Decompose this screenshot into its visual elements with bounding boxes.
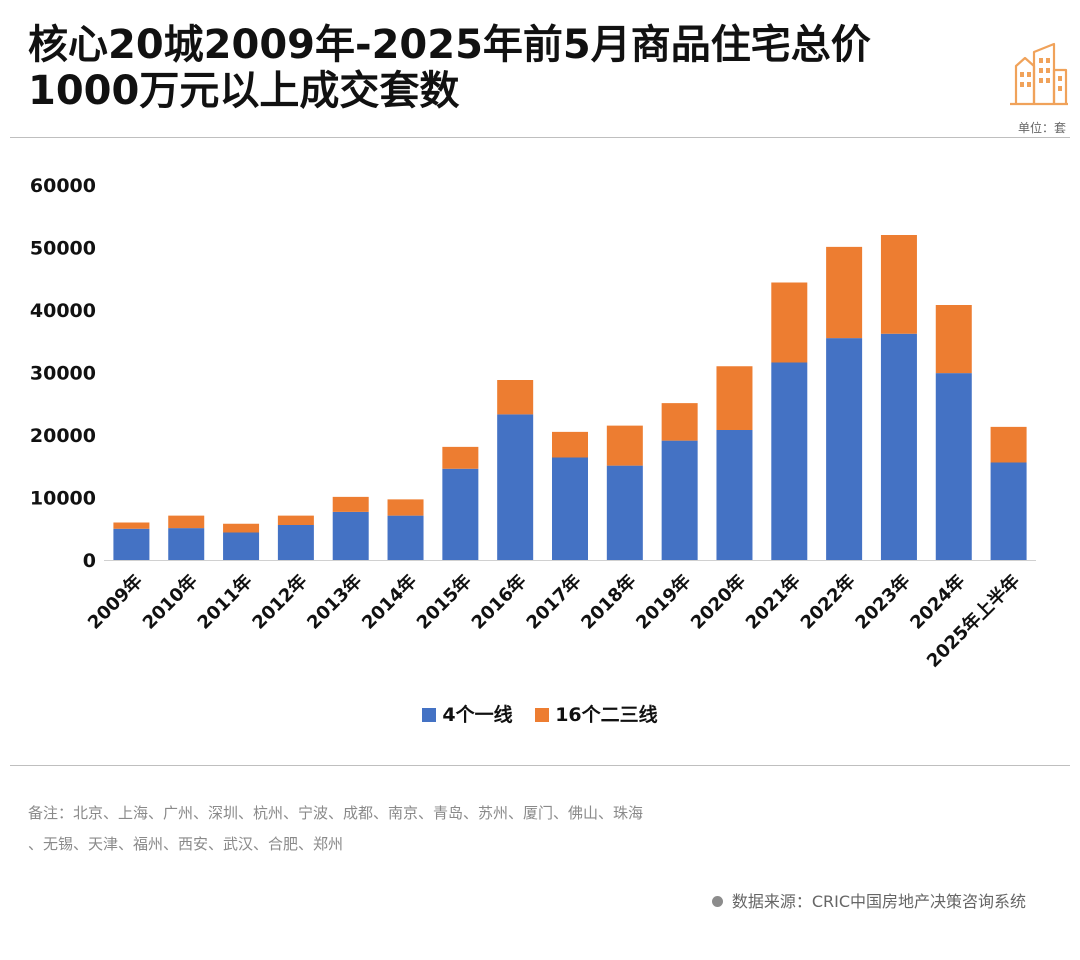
y-tick-label: 30000 <box>30 363 96 385</box>
bar-segment-second-tier <box>990 426 1027 463</box>
bar-segment-second-tier <box>332 496 369 512</box>
bar-segment-second-tier <box>277 515 314 525</box>
legend-item-second-tier: 16个二三线 <box>535 700 658 727</box>
bar-segment-first-tier <box>606 465 643 560</box>
bar-segment-second-tier <box>771 282 808 363</box>
bar-segment-second-tier <box>113 522 150 529</box>
bullet-dot-icon <box>711 896 723 907</box>
notes: 备注：北京、上海、广州、深圳、杭州、宁波、成都、南京、青岛、苏州、厦门、佛山、珠… <box>28 798 788 860</box>
x-tick-label: 2016年 <box>467 570 531 634</box>
bar-segment-first-tier <box>387 515 424 560</box>
y-tick-label: 40000 <box>30 300 96 322</box>
bar-segment-first-tier <box>442 468 479 560</box>
data-source: 数据来源：CRIC中国房地产决策咨询系统 <box>711 888 1026 912</box>
x-tick-label: 2017年 <box>522 570 586 634</box>
x-tick-label: 2015年 <box>412 570 476 634</box>
bar-segment-first-tier <box>880 333 917 560</box>
bar-segment-first-tier <box>771 362 808 560</box>
bar-segment-second-tier <box>442 446 479 469</box>
data-source-text: 数据来源：CRIC中国房地产决策咨询系统 <box>731 892 1026 911</box>
x-tick-label: 2010年 <box>138 570 202 634</box>
bar-segment-second-tier <box>826 246 863 339</box>
bar-segment-first-tier <box>277 525 314 560</box>
bar-segment-second-tier <box>168 515 205 529</box>
chart-legend: 4个一线 16个二三线 <box>0 700 1080 727</box>
bar-segment-second-tier <box>497 380 534 415</box>
bar-segment-first-tier <box>497 414 534 560</box>
x-tick-label: 2023年 <box>851 570 915 634</box>
unit-label: 单位：套 <box>1017 121 1066 135</box>
x-tick-label: 2019年 <box>631 570 695 634</box>
bar-segment-second-tier <box>387 499 424 516</box>
bar-segment-first-tier <box>223 532 260 560</box>
x-tick-label: 2013年 <box>303 570 367 634</box>
x-tick-label: 2025年上半年 <box>922 570 1024 672</box>
y-tick-label: 10000 <box>30 488 96 510</box>
legend-label-first-tier: 4个一线 <box>442 704 513 726</box>
bar-segment-first-tier <box>552 457 588 560</box>
bar-segment-second-tier <box>552 431 588 458</box>
bar-segment-second-tier <box>223 523 260 533</box>
x-tick-label: 2012年 <box>248 570 312 634</box>
x-tick-label: 2011年 <box>193 570 257 634</box>
bar-segment-first-tier <box>168 528 205 560</box>
x-tick-label: 2018年 <box>577 570 641 634</box>
chart-title: 核心20城2009年-2025年前5月商品住宅总价 1000万元以上成交套数 <box>28 22 968 114</box>
bar-segment-second-tier <box>661 403 698 441</box>
legend-label-second-tier: 16个二三线 <box>555 704 658 726</box>
legend-item-first-tier: 4个一线 <box>422 700 513 727</box>
bar-segment-first-tier <box>113 528 150 560</box>
city-buildings-icon <box>1010 42 1068 106</box>
y-tick-label: 60000 <box>30 175 96 197</box>
x-tick-label: 2020年 <box>686 570 750 634</box>
notes-line-2: 、无锡、天津、福州、西安、武汉、合肥、郑州 <box>28 835 344 853</box>
y-tick-label: 50000 <box>30 238 96 260</box>
x-tick-label: 2014年 <box>357 570 421 634</box>
notes-line-1: 备注：北京、上海、广州、深圳、杭州、宁波、成都、南京、青岛、苏州、厦门、佛山、珠… <box>28 804 644 822</box>
bar-segment-first-tier <box>716 430 753 560</box>
x-tick-label: 2009年 <box>83 570 147 634</box>
x-tick-label: 2022年 <box>796 570 860 634</box>
x-tick-label: 2021年 <box>741 570 805 634</box>
chart-title-line-2: 1000万元以上成交套数 <box>28 68 460 114</box>
stacked-bar-chart: 0 10000 20000 30000 40000 50000 60000 2009年2010… <box>30 175 1036 672</box>
bar-segment-first-tier <box>332 511 369 560</box>
bar-segment-second-tier <box>880 235 917 334</box>
bar-segment-second-tier <box>716 366 753 430</box>
bar-segment-second-tier <box>606 425 643 466</box>
header-divider <box>10 137 1070 138</box>
chart-title-line-1: 核心20城2009年-2025年前5月商品住宅总价 <box>28 22 871 68</box>
bar-segment-first-tier <box>935 373 972 560</box>
legend-swatch-second-tier <box>535 708 550 722</box>
bar-segment-first-tier <box>661 440 698 560</box>
bar-segment-first-tier <box>990 462 1027 560</box>
y-tick-label: 0 <box>83 550 96 572</box>
bar-segment-first-tier <box>826 338 863 560</box>
legend-swatch-first-tier <box>422 708 437 722</box>
y-tick-label: 20000 <box>30 425 96 447</box>
bar-segment-second-tier <box>935 305 972 374</box>
footer-divider <box>10 765 1070 766</box>
